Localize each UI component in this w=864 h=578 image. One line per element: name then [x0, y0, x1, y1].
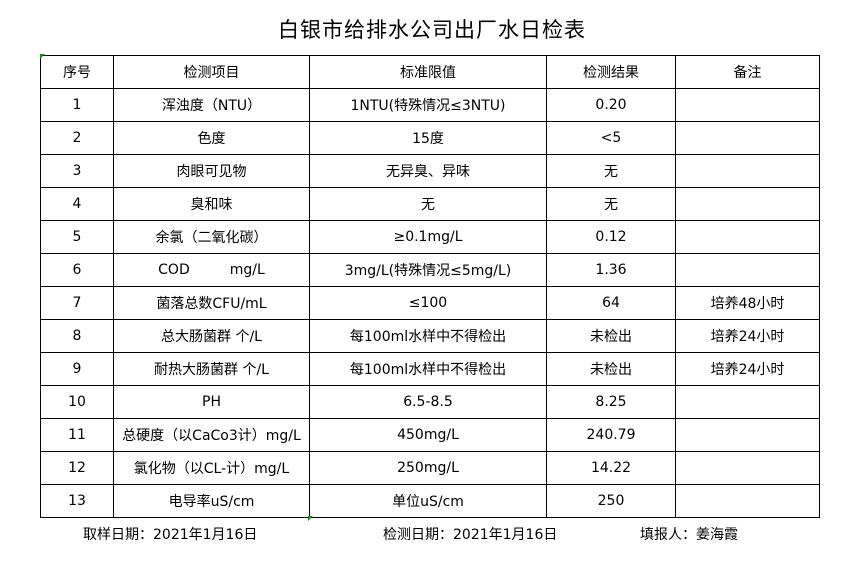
row-number: 6: [40, 253, 114, 287]
test-result: 14.22: [546, 451, 676, 485]
table-row: 11 总硬度（以CaCo3计）mg/L 450mg/L 240.79: [40, 418, 820, 452]
standard-limit: 6.5-8.5: [309, 385, 547, 419]
remark: [675, 484, 820, 518]
standard-limit: 无异臭、异味: [309, 154, 547, 188]
water-test-table: 序号 检测项目 标准限值 检测结果 备注 1 浑浊度（NTU） 1NTU(特殊情况≤…: [40, 55, 820, 518]
standard-limit: ≥0.1mg/L: [309, 220, 547, 254]
test-result: 无: [546, 187, 676, 221]
test-item: 色度: [113, 121, 310, 155]
row-number: 11: [40, 418, 114, 452]
remark: 培养24小时: [675, 352, 820, 386]
standard-limit: 每100ml水样中不得检出: [309, 319, 547, 353]
column-header: 序号: [40, 55, 114, 89]
table-row: 4 臭和味无无: [40, 187, 820, 221]
row-number: 8: [40, 319, 114, 353]
column-header: 备注: [675, 55, 820, 89]
remark: [675, 88, 820, 122]
table-row: 1 浑浊度（NTU） 1NTU(特殊情况≤3NTU) 0.20: [40, 88, 820, 122]
sample-date: 取样日期：2021年1月16日: [83, 527, 258, 543]
table-row: 7 菌落总数CFU/mL ≤100 64 培养48小时: [40, 286, 820, 320]
table-row: 6 COD mg/L 3mg/L(特殊情况≤5mg/L) 1.36: [40, 253, 820, 287]
row-number: 12: [40, 451, 114, 485]
table-row: 13 电导率uS/cm 单位uS/cm 250: [40, 484, 820, 518]
test-item: 余氯（二氧化碳）: [113, 220, 310, 254]
row-number: 10: [40, 385, 114, 419]
reporter: 填报人：姜海霞: [640, 527, 738, 543]
remark: [675, 220, 820, 254]
column-header: 检测项目: [113, 55, 310, 89]
remark: [675, 187, 820, 221]
table-row: 2 色度 15度 <5: [40, 121, 820, 155]
test-item: 浑浊度（NTU）: [113, 88, 310, 122]
table-row: 10 PH 6.5-8.5 8.25: [40, 385, 820, 419]
test-item: 耐热大肠菌群 个/L: [113, 352, 310, 386]
test-result: 未检出: [546, 319, 676, 353]
test-item: 臭和味: [113, 187, 310, 221]
remark: [675, 121, 820, 155]
remark: [675, 253, 820, 287]
row-number: 9: [40, 352, 114, 386]
test-item: 总硬度（以CaCo3计）mg/L: [113, 418, 310, 452]
test-result: 无: [546, 154, 676, 188]
column-header: 标准限值: [309, 55, 547, 89]
test-item: 氯化物（以CL-计）mg/L: [113, 451, 310, 485]
standard-limit: 250mg/L: [309, 451, 547, 485]
cell-marker-icon: [40, 54, 45, 59]
standard-limit: 单位uS/cm: [309, 484, 547, 518]
remark: [675, 385, 820, 419]
remark: [675, 154, 820, 188]
row-number: 4: [40, 187, 114, 221]
test-result: 8.25: [546, 385, 676, 419]
row-number: 1: [40, 88, 114, 122]
table-row: 12 氯化物（以CL-计）mg/L 250mg/L 14.22: [40, 451, 820, 485]
test-result: 0.12: [546, 220, 676, 254]
table-row: 9 耐热大肠菌群 个/L 每100ml水样中不得检出 未检出 培养24小时: [40, 352, 820, 386]
remark: 培养24小时: [675, 319, 820, 353]
test-date: 检测日期：2021年1月16日: [383, 527, 558, 543]
remark: [675, 418, 820, 452]
standard-limit: 15度: [309, 121, 547, 155]
row-number: 2: [40, 121, 114, 155]
cell-marker-icon: [308, 516, 313, 521]
standard-limit: 3mg/L(特殊情况≤5mg/L): [309, 253, 547, 287]
test-result: 250: [546, 484, 676, 518]
page-title: 白银市给排水公司出厂水日检表: [278, 18, 586, 42]
table-header-row: 序号 检测项目 标准限值 检测结果 备注: [40, 55, 820, 89]
remark: [675, 451, 820, 485]
test-item: 电导率uS/cm: [113, 484, 310, 518]
test-result: 未检出: [546, 352, 676, 386]
row-number: 7: [40, 286, 114, 320]
test-item: COD mg/L: [113, 253, 310, 287]
test-item: 肉眼可见物: [113, 154, 310, 188]
standard-limit: 450mg/L: [309, 418, 547, 452]
standard-limit: 无: [309, 187, 547, 221]
standard-limit: 1NTU(特殊情况≤3NTU): [309, 88, 547, 122]
test-result: 0.20: [546, 88, 676, 122]
row-number: 5: [40, 220, 114, 254]
test-result: 240.79: [546, 418, 676, 452]
test-result: 1.36: [546, 253, 676, 287]
standard-limit: 每100ml水样中不得检出: [309, 352, 547, 386]
test-result: <5: [546, 121, 676, 155]
test-item: 总大肠菌群 个/L: [113, 319, 310, 353]
column-header: 检测结果: [546, 55, 676, 89]
row-number: 3: [40, 154, 114, 188]
standard-limit: ≤100: [309, 286, 547, 320]
remark: 培养48小时: [675, 286, 820, 320]
test-result: 64: [546, 286, 676, 320]
table-row: 5 余氯（二氧化碳） ≥0.1mg/L 0.12: [40, 220, 820, 254]
table-row: 3 肉眼可见物 无异臭、异味无: [40, 154, 820, 188]
test-item: PH: [113, 385, 310, 419]
table-row: 8 总大肠菌群 个/L 每100ml水样中不得检出 未检出 培养24小时: [40, 319, 820, 353]
test-item: 菌落总数CFU/mL: [113, 286, 310, 320]
row-number: 13: [40, 484, 114, 518]
